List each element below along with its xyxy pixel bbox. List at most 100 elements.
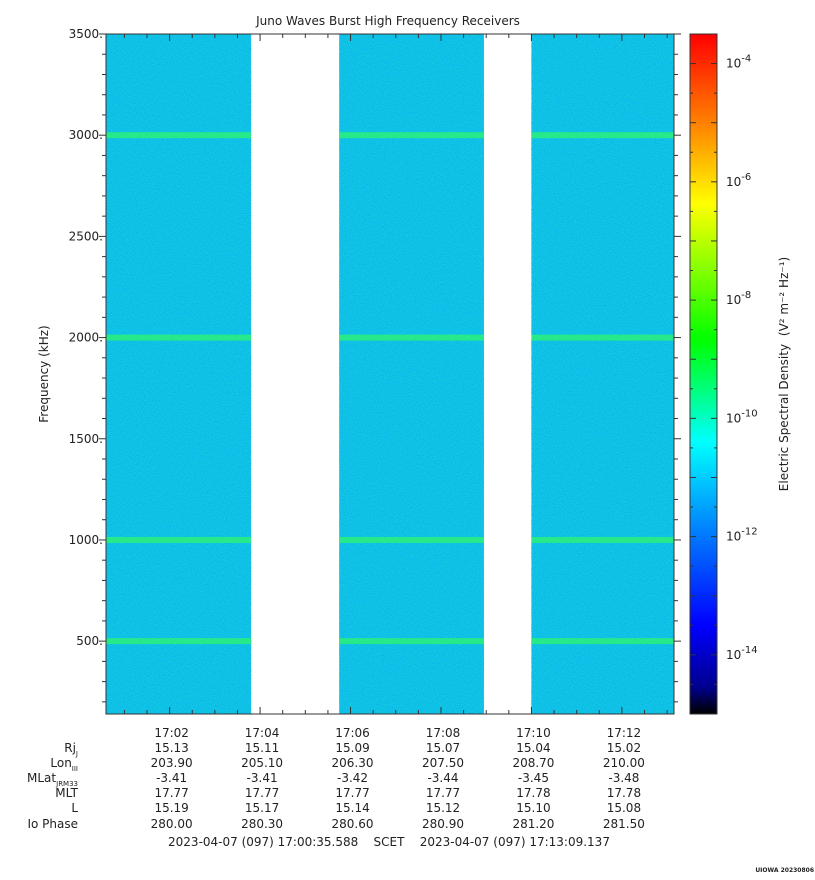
colorbar-tick-exponent: -10 — [741, 408, 757, 419]
ephemeris-value: 15.17 — [245, 801, 279, 815]
y-tick-label: 1500. — [69, 432, 103, 446]
ephemeris-value: 15.19 — [154, 801, 188, 815]
ephemeris-value: 17.78 — [516, 786, 550, 800]
ephemeris-value: 203.90 — [151, 756, 193, 770]
colorbar-tick-base: 10 — [726, 530, 741, 544]
row-label-text: L — [71, 801, 78, 815]
ephemeris-value: -3.45 — [518, 771, 549, 785]
ephemeris-value: 210.00 — [603, 756, 645, 770]
ephemeris-value: -3.48 — [608, 771, 639, 785]
row-label-text: MLT — [55, 786, 78, 800]
colorbar-tick-exponent: -14 — [741, 645, 757, 656]
ephemeris-value: 15.09 — [335, 741, 369, 755]
noise-segment-2 — [531, 34, 674, 714]
y-axis: 500. 1000. 1500. 2000. 2500. 3000. 3500. — [69, 27, 681, 703]
ephemeris-value: 17.77 — [245, 786, 279, 800]
ephemeris-value: 15.11 — [245, 741, 279, 755]
emission-line-2000 — [531, 334, 674, 341]
colorbar-tick-label: 10-14 — [726, 645, 758, 662]
noise-segment-1 — [339, 34, 484, 714]
ephemeris-value: -3.44 — [427, 771, 458, 785]
emission-line-500 — [106, 638, 252, 645]
ephemeris-value: 280.00 — [151, 817, 193, 831]
ephemeris-table: RjJ 15.13 15.11 15.09 15.07 15.04 15.02 LonIII 2… — [27, 741, 645, 831]
ephemeris-value: -3.42 — [337, 771, 368, 785]
colorbar-tick-exponent: -8 — [741, 290, 751, 301]
emission-lines — [106, 132, 674, 645]
ephemeris-value: 281.20 — [512, 817, 554, 831]
ephemeris-value: 281.50 — [603, 817, 645, 831]
colorbar-tick-base: 10 — [726, 57, 741, 71]
row-label-subscript: III — [72, 765, 78, 773]
ephemeris-row-label: RjJ — [64, 741, 78, 758]
colorbar-tick-base: 10 — [726, 293, 741, 307]
ephemeris-value: 15.14 — [335, 801, 369, 815]
ephemeris-row-label: Io Phase — [27, 817, 78, 831]
y-tick-label: 2000. — [69, 331, 103, 345]
x-tick-label: 17:06 — [335, 726, 370, 740]
colorbar-tick-exponent: -6 — [741, 172, 751, 183]
row-label-text: Rj — [64, 741, 76, 755]
ephemeris-value: 208.70 — [512, 756, 554, 770]
ephemeris-value: 15.07 — [426, 741, 460, 755]
emission-line-3000 — [531, 132, 674, 139]
colorbar-tick-label: 10-4 — [726, 54, 751, 71]
row-label-text: Io Phase — [27, 817, 78, 831]
ephemeris-value: 17.77 — [426, 786, 460, 800]
ephemeris-value: 15.12 — [426, 801, 460, 815]
colorbar-tick-base: 10 — [726, 175, 741, 189]
emission-line-2000 — [106, 334, 252, 341]
y-tick-label: 3500. — [69, 27, 103, 41]
ephemeris-value: 17.77 — [154, 786, 188, 800]
ephemeris-row-label: MLT — [55, 786, 78, 800]
colorbar-tick-base: 10 — [726, 648, 741, 662]
colorbar-tick-label: 10-8 — [726, 290, 751, 307]
ephemeris-value: 15.13 — [154, 741, 188, 755]
ephemeris-value: -3.41 — [247, 771, 278, 785]
x-tick-label: 17:08 — [426, 726, 461, 740]
ephemeris-value: 15.10 — [516, 801, 550, 815]
ephemeris-row-label: L — [71, 801, 78, 815]
emission-line-3000 — [106, 132, 252, 139]
colorbar-label: Electric Spectral Density (V² m⁻² Hz⁻¹) — [777, 257, 791, 491]
emission-line-1000 — [339, 536, 484, 543]
x-tick-label: 17:02 — [154, 726, 189, 740]
ephemeris-value: 15.08 — [607, 801, 641, 815]
ephemeris-value: -3.41 — [156, 771, 187, 785]
y-tick-label: 3000. — [69, 128, 103, 142]
ephemeris-value: 15.04 — [516, 741, 550, 755]
time-range: 2023-04-07 (097) 17:00:35.588 SCET 2023-… — [168, 835, 610, 849]
colorbar-unit-text: (V² m⁻² Hz⁻¹) — [777, 257, 791, 336]
x-tick-label: 17:12 — [607, 726, 642, 740]
spectrogram-segments — [106, 34, 674, 714]
colorbar-tick-base: 10 — [726, 411, 741, 425]
ephemeris-value: 206.30 — [332, 756, 374, 770]
y-tick-label: 2500. — [69, 229, 103, 243]
ephemeris-value: 205.10 — [241, 756, 283, 770]
row-label-text: Lon — [50, 756, 71, 770]
y-tick-label: 1000. — [69, 533, 103, 547]
emission-line-1000 — [106, 536, 252, 543]
x-tick-label: 17:04 — [245, 726, 280, 740]
emission-line-1000 — [531, 536, 674, 543]
y-tick-label: 500. — [76, 634, 103, 648]
noise-segment-0 — [106, 34, 252, 714]
emission-line-500 — [339, 638, 484, 645]
ephemeris-value: 280.90 — [422, 817, 464, 831]
colorbar-label-text: Electric Spectral Density — [777, 344, 791, 491]
colorbar-tick-label: 10-6 — [726, 172, 751, 189]
ephemeris-value: 207.50 — [422, 756, 464, 770]
colorbar-tick-exponent: -4 — [741, 54, 751, 65]
ephemeris-value: 15.02 — [607, 741, 641, 755]
emission-line-500 — [531, 638, 674, 645]
colorbar-tick-label: 10-12 — [726, 527, 758, 544]
row-label-text: MLat — [27, 771, 56, 785]
emission-line-2000 — [339, 334, 484, 341]
colorbar-tick-exponent: -12 — [741, 527, 757, 538]
emission-line-3000 — [339, 132, 484, 139]
colorbar — [689, 33, 718, 715]
row-label-subscript: J — [75, 750, 78, 758]
ephemeris-row-label: MLatJRM33 — [27, 771, 78, 788]
